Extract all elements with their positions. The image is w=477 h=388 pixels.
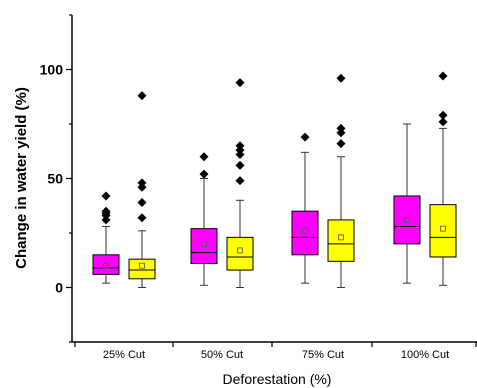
x-axis-title: Deforestation (%) [223,371,332,387]
outlier-point [101,206,111,216]
axes-layer [66,14,477,347]
outlier-point [199,169,209,179]
mean-marker [440,225,446,232]
x-category-label: 100% Cut [401,349,449,361]
outlier-point [235,160,245,170]
mean-marker [302,227,308,234]
outlier-point [199,152,209,162]
mean-marker [201,240,207,247]
x-category-label: 50% Cut [201,349,243,361]
outlier-point [137,213,147,223]
box [393,195,421,245]
x-category-label: 25% Cut [103,349,145,361]
x-category-label: 75% Cut [302,349,344,361]
outlier-point [438,71,448,81]
outlier-point [137,91,147,101]
mean-marker [237,247,243,254]
boxes-layer [92,71,457,288]
box [226,236,254,271]
y-axis-title: Change in water yield (%) [13,87,30,269]
outlier-point [336,73,346,83]
y-tick-label: 50 [47,171,63,187]
outlier-point [235,176,245,186]
box [128,258,156,280]
box [327,219,355,262]
outlier-point [438,117,448,127]
mean-marker [103,262,109,269]
y-tick-label: 100 [40,62,64,78]
mean-marker [139,262,145,269]
labels-layer: 0 50 100 25% Cut 50% Cut 75% Cut 100% Cut Defor… [13,62,449,388]
outlier-point [336,139,346,149]
outlier-point [235,78,245,88]
box [92,254,120,275]
outlier-point [137,178,147,188]
y-tick-label: 0 [55,280,63,296]
mean-marker [404,217,410,223]
outlier-point [101,191,111,201]
outlier-point [235,141,245,151]
outlier-point [438,110,448,120]
outlier-point [300,132,310,142]
mean-marker [338,234,344,241]
outlier-point [137,197,147,207]
outlier-point [336,123,346,133]
